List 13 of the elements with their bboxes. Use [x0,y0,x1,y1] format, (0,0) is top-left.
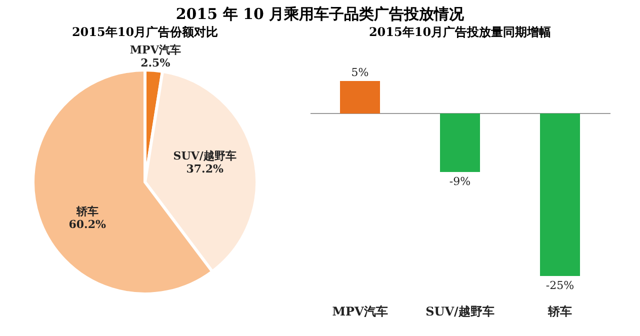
data-label: 60.2% [68,218,106,231]
x-tick-label: 轿车 [547,304,572,318]
slice-label: MPV汽车 [130,43,181,56]
data-label: -9% [449,175,471,188]
x-tick-label: SUV/越野车 [426,304,494,318]
slice-label: SUV/越野车 [173,150,236,163]
data-label: 37.2% [186,162,224,176]
slice-label: 轿车 [75,204,98,218]
data-label: 2.5% [140,56,171,70]
data-label: -25% [546,279,574,292]
data-label: 5% [351,66,369,79]
x-tick-label: MPV汽车 [332,304,388,318]
text: 2015 年 10 月乘用车子品类广告投放情况 [174,4,466,25]
